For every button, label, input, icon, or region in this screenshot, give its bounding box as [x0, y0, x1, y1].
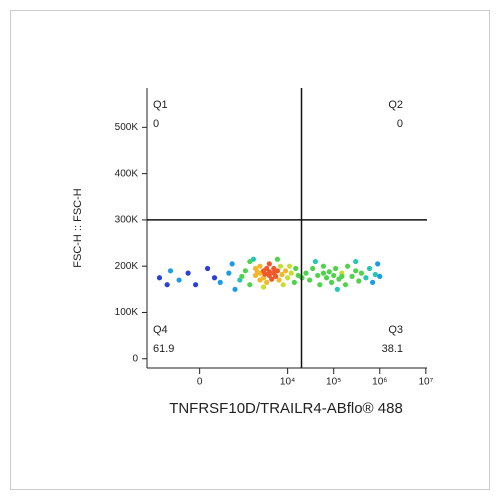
point: [269, 276, 275, 282]
quadrant-name: Q1: [153, 99, 168, 111]
point: [291, 279, 297, 285]
point: [310, 265, 316, 272]
point: [156, 275, 163, 281]
quadrant-value: 61.9: [153, 343, 174, 355]
quadrant-value: 38.1: [382, 343, 403, 355]
x-axis-label: TNFRSF10D/TRAILR4-ABflo® 488: [169, 400, 403, 417]
x-tick-label: 10⁵: [326, 377, 341, 388]
point: [167, 268, 174, 274]
point: [317, 282, 323, 288]
point: [334, 286, 340, 292]
point: [349, 273, 355, 279]
point: [293, 265, 299, 272]
point: [333, 265, 339, 272]
point: [282, 268, 289, 274]
point: [217, 279, 223, 285]
point: [356, 278, 362, 284]
quadrant-name: Q2: [388, 99, 403, 111]
point: [377, 273, 383, 279]
point: [266, 269, 272, 275]
point: [303, 270, 309, 276]
point: [254, 269, 261, 275]
point: [204, 265, 211, 272]
quadrant-value: 0: [153, 118, 159, 130]
point: [266, 261, 272, 267]
point: [250, 256, 257, 262]
point: [239, 273, 245, 279]
point: [358, 270, 365, 276]
point: [273, 273, 279, 279]
point: [262, 271, 268, 277]
x-tick-label: 0: [197, 377, 203, 388]
point: [288, 270, 294, 276]
point: [247, 282, 253, 288]
point: [279, 271, 285, 278]
point: [176, 277, 182, 283]
point: [185, 270, 191, 276]
y-tick-label: 500K: [115, 122, 139, 133]
point: [286, 263, 293, 269]
point: [280, 282, 286, 288]
point: [295, 272, 301, 279]
point: [242, 268, 249, 274]
quadrant-name: Q4: [153, 324, 168, 336]
quadrant-name: Q3: [388, 324, 403, 336]
y-tick-label: 0: [132, 353, 138, 364]
point: [320, 263, 327, 269]
point: [366, 265, 373, 272]
point: [339, 273, 345, 279]
point: [277, 263, 284, 269]
point: [260, 284, 267, 290]
x-tick-label: 10⁶: [372, 377, 387, 388]
point: [363, 275, 369, 281]
x-tick-label: 10⁴: [280, 377, 295, 388]
point: [257, 263, 263, 269]
point: [307, 277, 313, 283]
point: [211, 275, 218, 281]
y-tick-label: 200K: [115, 261, 139, 272]
point: [323, 275, 330, 281]
point: [353, 268, 359, 274]
point: [285, 275, 291, 281]
point: [326, 269, 332, 275]
point: [312, 258, 318, 265]
point: [315, 272, 321, 279]
point: [274, 256, 281, 262]
point: [274, 268, 281, 274]
frame: [10, 10, 490, 490]
point: [276, 277, 282, 283]
point: [353, 258, 359, 265]
point: [226, 270, 232, 276]
point: [328, 279, 335, 285]
point: [193, 282, 199, 288]
point: [375, 261, 381, 267]
point: [372, 271, 378, 278]
y-tick-label: 100K: [115, 307, 139, 318]
y-axis-label: FSC-H :: FSC-H: [72, 188, 84, 267]
point: [266, 272, 272, 279]
point: [229, 261, 235, 267]
point: [164, 282, 170, 288]
point: [370, 279, 376, 285]
y-tick-label: 300K: [115, 215, 139, 226]
x-tick-label: 10⁷: [418, 377, 433, 388]
point: [344, 263, 351, 269]
point: [342, 282, 349, 288]
point: [320, 270, 327, 276]
y-tick-label: 400K: [115, 168, 139, 179]
point: [232, 286, 238, 292]
quadrant-value: 0: [397, 118, 403, 130]
point: [264, 279, 270, 285]
point: [331, 272, 337, 279]
